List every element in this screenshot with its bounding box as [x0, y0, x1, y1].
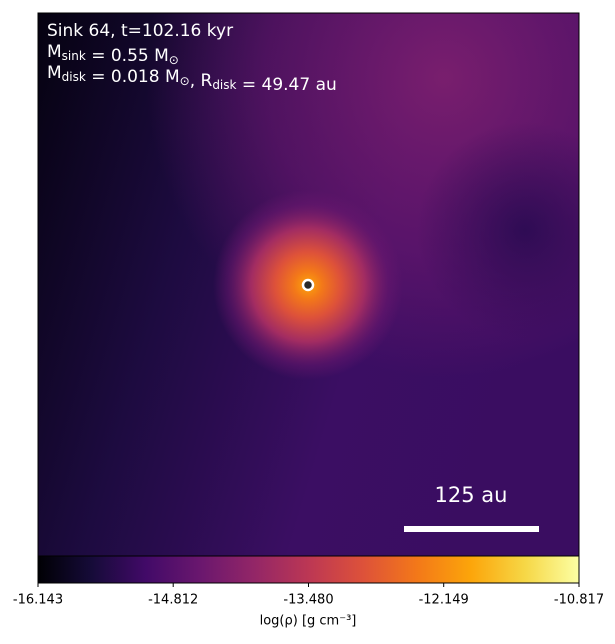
colorbar-gradient	[37, 555, 580, 584]
colorbar-tick-label: -14.812	[148, 593, 198, 608]
annotation-text: , R	[190, 71, 213, 91]
annotation-line: Mdisk = 0.018 M⊙, Rdisk = 49.47 au	[47, 63, 337, 95]
colorbar-tick-label: -12.149	[419, 593, 469, 608]
annotation-subscript: sink	[62, 49, 86, 63]
annotation-text: M	[47, 42, 62, 62]
annotation-text: M	[47, 63, 62, 83]
colorbar: -16.143 -14.812 -13.480 -12.149 -10.817	[13, 555, 604, 608]
annotation-text: = 0.55 M	[86, 46, 169, 66]
annotation-subscript: disk	[212, 78, 236, 92]
annotation-line: Sink 64, t=102.16 kyr	[47, 21, 233, 41]
annotation-subscript: disk	[62, 70, 86, 84]
sink-marker	[301, 278, 315, 292]
colorbar-tick-label: -13.480	[283, 593, 333, 608]
scale-bar-label: 125 au	[435, 483, 508, 507]
colorbar-tick-label: -10.817	[554, 593, 604, 608]
annotation-text: = 0.018 M	[86, 67, 180, 87]
annotation-text: Sink 64, t=102.16 kyr	[47, 21, 233, 41]
annotation-subscript: ⊙	[169, 53, 179, 67]
annotation-line: Msink = 0.55 M⊙	[47, 42, 179, 67]
annotation-subscript: ⊙	[180, 74, 190, 88]
colorbar-label: log(ρ) [g cm⁻³]	[260, 614, 357, 629]
colorbar-tick-label: -16.143	[13, 593, 63, 608]
annotation-text: = 49.47 au	[236, 75, 336, 95]
